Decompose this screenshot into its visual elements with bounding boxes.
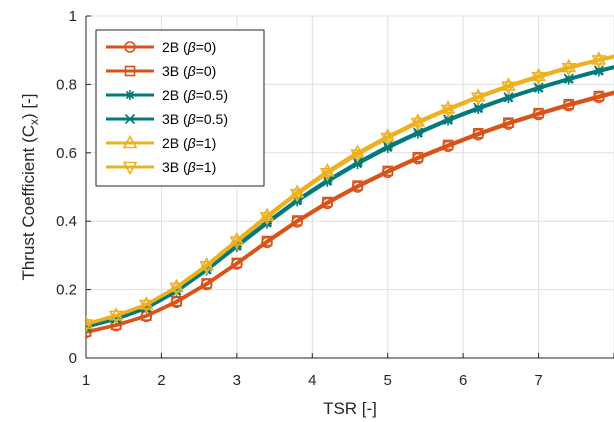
marker-triangle-down bbox=[289, 188, 305, 203]
series-line bbox=[86, 55, 614, 326]
marker-square bbox=[171, 295, 182, 307]
marker-square bbox=[352, 180, 363, 191]
marker-asterisk bbox=[382, 143, 393, 154]
legend-box bbox=[95, 29, 265, 187]
marker-triangle-down bbox=[470, 92, 486, 106]
y-axis-title-subscript: x bbox=[27, 119, 41, 125]
marker-cross bbox=[382, 141, 393, 152]
marker-cross bbox=[124, 113, 136, 125]
marker-cross bbox=[412, 127, 423, 138]
marker-square bbox=[291, 215, 303, 226]
legend-item: 3B (β=0.5) bbox=[106, 111, 228, 127]
marker-square bbox=[86, 326, 92, 337]
marker-triangle-down bbox=[350, 149, 365, 163]
marker-square bbox=[201, 278, 212, 289]
marker-square bbox=[261, 235, 273, 247]
marker-triangle-up bbox=[122, 134, 138, 149]
y-axis-title-tail: ) [-] bbox=[19, 93, 38, 119]
marker-triangle-down bbox=[591, 55, 607, 69]
marker-triangle-down bbox=[380, 132, 396, 147]
series-layer bbox=[86, 51, 614, 339]
legend-item: 3B (β=0) bbox=[106, 63, 216, 79]
marker-triangle-down bbox=[561, 63, 577, 77]
x-tick-label: 6 bbox=[459, 372, 467, 389]
marker-triangle-down bbox=[229, 236, 245, 250]
legend-item: 2B (β=0.5) bbox=[106, 87, 228, 103]
x-tick-label: 2 bbox=[157, 372, 165, 389]
marker-square bbox=[563, 98, 575, 110]
marker-triangle-down bbox=[440, 104, 456, 119]
marker-triangle-down bbox=[122, 161, 138, 176]
x-tick-label: 4 bbox=[308, 372, 316, 389]
y-tick-label: 0.8 bbox=[56, 76, 77, 93]
legend-item: 2B (β=0) bbox=[106, 39, 216, 55]
y-axis-title-main: Thrust Coefficient (C bbox=[19, 125, 38, 281]
marker-square bbox=[322, 196, 333, 208]
marker-triangle-down bbox=[138, 299, 154, 314]
marker-square bbox=[124, 65, 136, 77]
x-tick-label: 3 bbox=[233, 372, 241, 389]
marker-triangle-down bbox=[169, 282, 184, 297]
x-tick-label: 1 bbox=[82, 372, 90, 389]
legend-label: 2B (β=1) bbox=[162, 135, 216, 151]
x-tick-label: 7 bbox=[534, 372, 542, 389]
marker-square bbox=[503, 117, 514, 129]
marker-square bbox=[412, 151, 424, 163]
y-tick-label: 0.6 bbox=[56, 145, 77, 162]
y-tick-label: 1 bbox=[69, 8, 77, 25]
marker-cross bbox=[503, 91, 514, 103]
marker-cross bbox=[563, 73, 574, 84]
y-axis-title: Thrust Coefficient (Cx) [-] bbox=[19, 93, 41, 280]
y-tick-label: 0 bbox=[69, 350, 77, 367]
legend-item: 3B (β=1) bbox=[106, 159, 216, 176]
marker-square bbox=[593, 90, 605, 102]
legend-label: 2B (β=0) bbox=[162, 39, 216, 55]
marker-cross bbox=[593, 65, 604, 76]
x-axis-title: TSR [-] bbox=[323, 399, 377, 418]
marker-triangle-down bbox=[86, 319, 94, 333]
legend-label: 3B (β=0.5) bbox=[162, 111, 228, 127]
marker-square bbox=[533, 107, 544, 119]
legend-item: 2B (β=1) bbox=[106, 134, 216, 151]
marker-square bbox=[231, 257, 243, 269]
legend-label: 2B (β=0.5) bbox=[162, 87, 228, 103]
marker-cross bbox=[533, 82, 544, 93]
series-1 bbox=[86, 90, 614, 337]
marker-triangle-down bbox=[531, 71, 546, 86]
marker-square bbox=[442, 139, 454, 151]
marker-triangle-down bbox=[501, 81, 516, 95]
legend: 2B (β=0) 3B (β=0) 2B (β=0.5) 3B (β=0.5) 2B (… bbox=[95, 29, 265, 187]
marker-triangle-down bbox=[199, 261, 215, 275]
marker-asterisk bbox=[125, 90, 135, 100]
marker-cross bbox=[442, 114, 454, 125]
marker-triangle-down bbox=[320, 168, 335, 182]
series-line bbox=[86, 90, 614, 334]
y-tick-label: 0.2 bbox=[56, 282, 77, 299]
marker-triangle-up bbox=[561, 58, 577, 73]
series-5 bbox=[86, 55, 614, 333]
legend-label: 3B (β=1) bbox=[162, 159, 216, 175]
y-tick-label: 0.4 bbox=[56, 213, 77, 230]
marker-circle bbox=[124, 41, 136, 53]
marker-cross bbox=[473, 102, 484, 113]
marker-square bbox=[472, 128, 484, 139]
marker-square bbox=[382, 165, 394, 177]
marker-triangle-down bbox=[410, 117, 426, 132]
legend-label: 3B (β=0) bbox=[162, 63, 216, 79]
tick-labels: 1234567800.20.40.60.81 bbox=[56, 8, 543, 389]
marker-triangle-down bbox=[259, 212, 275, 226]
x-tick-label: 5 bbox=[384, 372, 392, 389]
marker-triangle-down bbox=[108, 310, 124, 325]
axes bbox=[85, 15, 614, 359]
